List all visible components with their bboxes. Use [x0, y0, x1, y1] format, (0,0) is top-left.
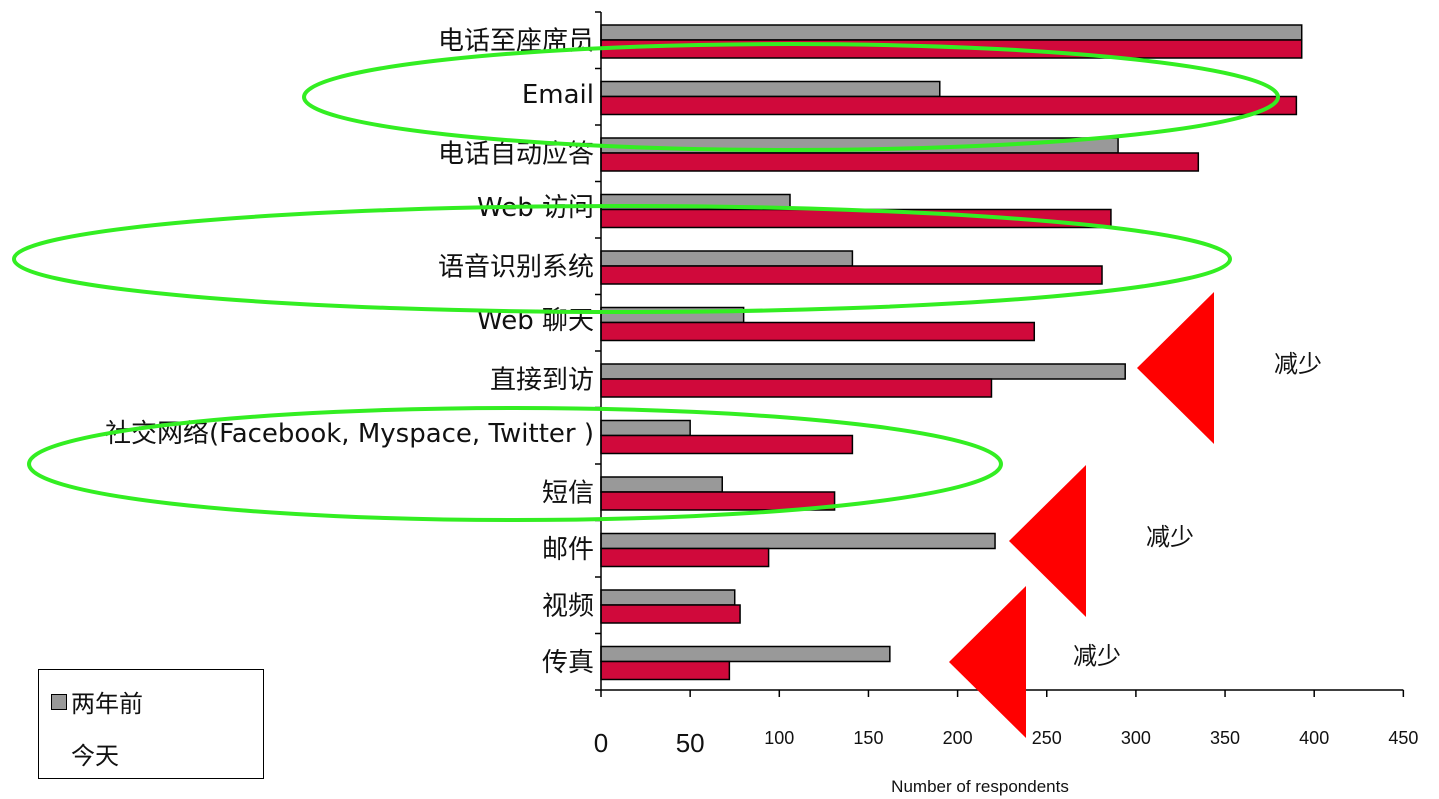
bar-today	[600, 95, 1298, 116]
bar-two-years-ago	[600, 476, 723, 493]
bar-today	[600, 434, 854, 455]
highlight-ellipse	[27, 406, 1003, 522]
x-tick-label: 50	[676, 728, 705, 758]
legend-item-today: 今天	[51, 736, 119, 771]
legend-label-today: 今天	[71, 742, 119, 770]
x-tick-label: 0	[594, 728, 608, 758]
bar-today	[600, 265, 1103, 285]
category-label: 短信	[542, 478, 594, 508]
x-axis-title: Number of respondents	[891, 777, 1069, 796]
legend: 两年前 今天	[38, 669, 264, 779]
category-label: Email	[522, 80, 594, 110]
decrease-annotation: 减少	[1274, 350, 1322, 378]
bar-today	[600, 604, 741, 624]
bar-two-years-ago	[600, 419, 691, 437]
bar-two-years-ago	[600, 250, 854, 267]
decrease-triangle-marker	[1009, 465, 1086, 617]
bar-today	[600, 491, 836, 511]
bar-two-years-ago	[600, 645, 891, 663]
bar-today	[600, 660, 731, 681]
bar-today	[600, 39, 1303, 59]
x-tick-label: 150	[853, 728, 883, 748]
category-label: 传真	[542, 648, 594, 678]
decrease-annotation: 减少	[1146, 523, 1194, 551]
legend-swatch-two-years-ago	[51, 693, 67, 710]
bar-today	[600, 321, 1036, 342]
bar-today	[600, 378, 993, 398]
bar-two-years-ago	[600, 80, 941, 98]
decrease-annotation: 减少	[1073, 642, 1121, 670]
category-label: 语音识别系统	[438, 252, 594, 282]
x-tick-label: 200	[943, 728, 973, 748]
bar-today	[600, 547, 770, 568]
highlight-ellipse	[302, 42, 1280, 152]
bar-today	[600, 152, 1200, 172]
legend-swatch-today	[51, 746, 67, 762]
category-label: 直接到访	[490, 365, 594, 395]
x-tick-label: 450	[1388, 728, 1418, 748]
bar-two-years-ago	[600, 532, 996, 550]
x-tick-label: 400	[1299, 728, 1329, 748]
decrease-triangle-marker	[1137, 292, 1214, 444]
decrease-triangle-marker	[949, 586, 1026, 738]
legend-label-two-years-ago: 两年前	[71, 690, 143, 718]
x-tick-label: 100	[764, 728, 794, 748]
x-tick-label: 350	[1210, 728, 1240, 748]
x-tick-label: 250	[1032, 728, 1062, 748]
legend-item-two-years-ago: 两年前	[51, 684, 143, 719]
bar-two-years-ago	[600, 363, 1126, 380]
bar-two-years-ago	[600, 24, 1303, 41]
highlight-ellipse	[12, 204, 1232, 314]
category-label: 邮件	[542, 535, 594, 565]
x-tick-label: 300	[1121, 728, 1151, 748]
bar-two-years-ago	[600, 589, 736, 606]
category-label: 视频	[542, 591, 594, 621]
